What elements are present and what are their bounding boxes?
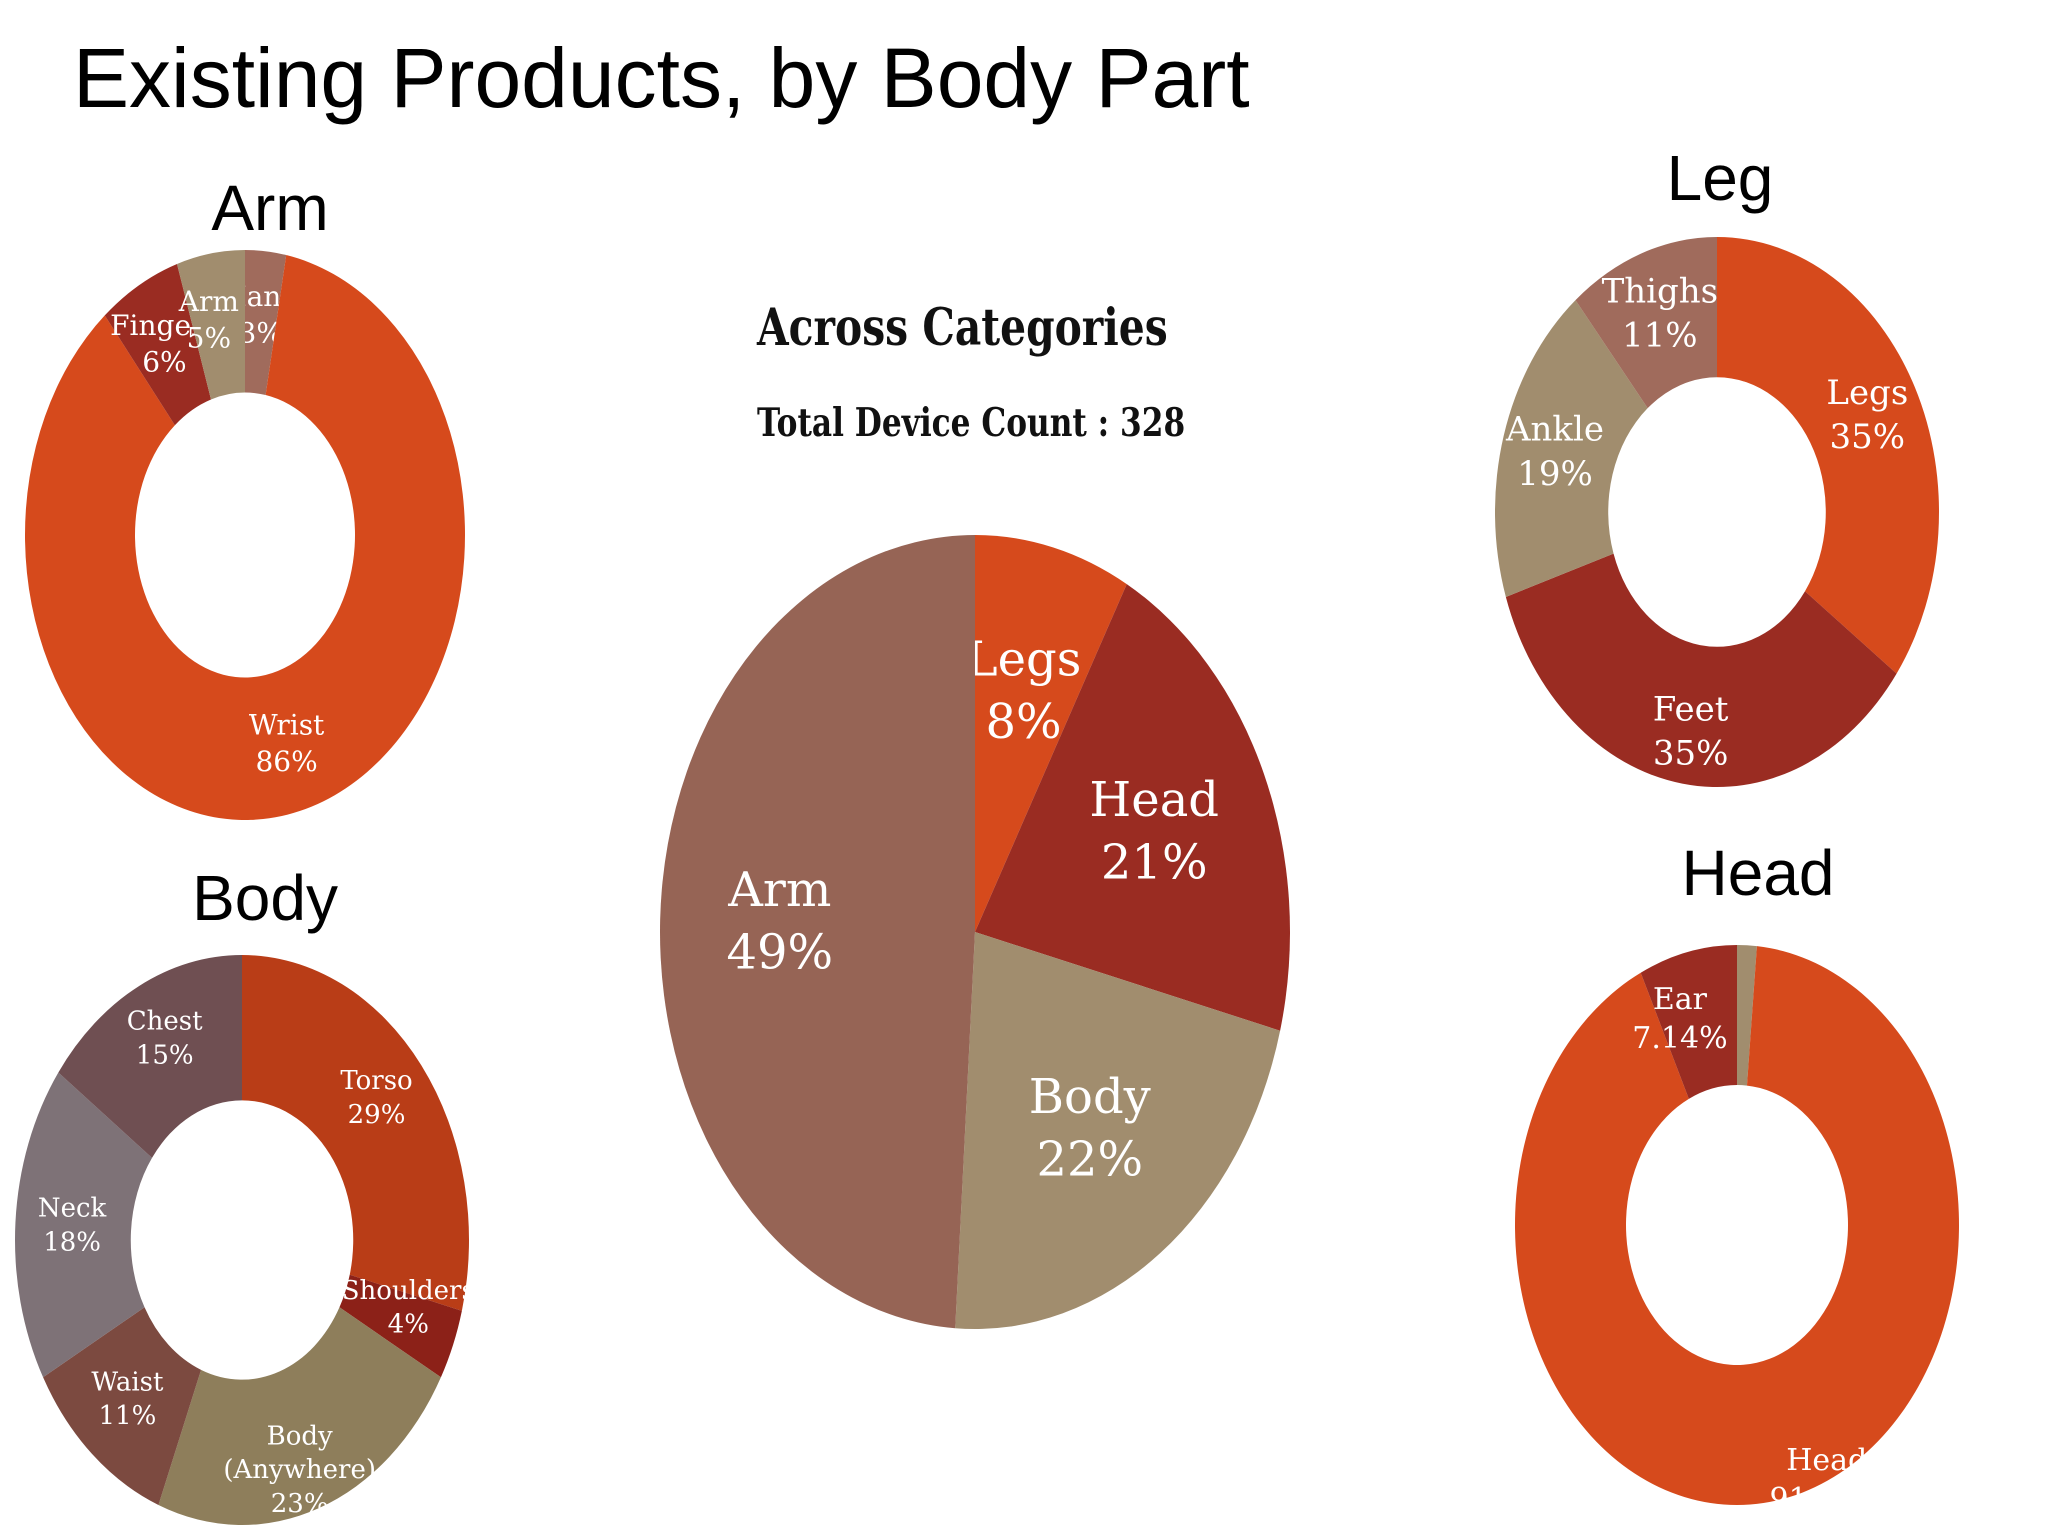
leg-slice-value-thighs: 11% (1622, 315, 1698, 355)
arm-slice-fingers (104, 263, 212, 426)
body-chart-title: Body (192, 862, 338, 934)
arm-slice-hand (245, 250, 287, 396)
arm-donut-chart: Hand 3%Wrist 86%Fingers 6%Arm 5% (25, 250, 465, 820)
body-slice-chest (58, 955, 242, 1158)
body-slice-neck (14, 1072, 153, 1378)
leg-slice-feet (1505, 553, 1897, 788)
arm-slice-arm (177, 250, 245, 400)
leg-slice-value-ankle: 19% (1517, 454, 1593, 494)
arm-slice-value-wrist: 86% (255, 744, 317, 777)
across-slice-value-legs: 8% (985, 693, 1061, 749)
leg-slice-ankle (1495, 300, 1648, 597)
body-slice-value-torso: 29% (348, 1100, 406, 1130)
body-slice-label-chest: Chest 15% (127, 1007, 203, 1071)
body-slice-waist (43, 1307, 202, 1505)
body-slice-value-chest: 15% (136, 1040, 194, 1070)
leg-slice-label-ankle: Ankle 19% (1505, 410, 1604, 494)
arm-chart-title: Arm (211, 172, 329, 244)
leg-slice-legs (1717, 237, 1939, 674)
across-slice-arm (660, 535, 975, 1329)
across-chart-title: Across Categories (757, 298, 1168, 358)
head-slice-eyes (1737, 945, 1757, 1086)
across-slice-value-arm: 49% (726, 924, 833, 980)
leg-chart-title: Leg (1666, 142, 1774, 214)
leg-slice-label-feet: Feet 35% (1653, 689, 1729, 773)
arm-slice-value-fingers: 6% (142, 345, 186, 378)
leg-slice-thighs (1575, 237, 1717, 409)
arm-slice-value-arm: 5% (187, 321, 231, 354)
across-slice-value-body: 22% (1036, 1131, 1143, 1187)
head-chart-title: Head (1681, 837, 1835, 909)
total-device-count: Total Device Count : 328 (757, 400, 1186, 446)
head-slice-value-head: 91.43% (1770, 1482, 1884, 1517)
arm-slice-label-wrist: Wrist 86% (249, 708, 325, 777)
body-slice-shoulders (339, 1274, 462, 1378)
head-slice-head (1515, 946, 1959, 1505)
body-slice-label-body-anywhere: Body (Anywhere) 23% (223, 1421, 376, 1519)
body-slice-body-anywhere (158, 1307, 441, 1525)
body-donut-chart: Torso 29% Shoulders 4% Body (Anywhere) 23% Wais… (14, 955, 475, 1525)
body-slice-label-neck: Neck 18% (38, 1194, 107, 1258)
leg-donut-chart: Legs 35% Feet 35% Ankle 19% Thighs 11% (1495, 237, 1939, 788)
body-slice-label-torso: Torso 29% (340, 1066, 412, 1130)
head-slice-ear (1640, 945, 1737, 1099)
across-slice-head (975, 584, 1290, 1031)
leg-slice-value-legs: 35% (1830, 417, 1906, 457)
body-slice-value-neck: 18% (43, 1227, 101, 1257)
body-slice-value-waist: 11% (99, 1401, 157, 1431)
across-slice-value-head: 21% (1101, 834, 1208, 890)
head-slice-label-ear: Ear 7.14% (1632, 982, 1727, 1056)
head-slice-value-ear: 7.14% (1632, 1021, 1727, 1056)
slide-title: Existing Products, by Body Part (73, 31, 1250, 125)
body-slice-value-shoulders: 4% (388, 1310, 429, 1340)
body-slice-value-body-anywhere: 23% (271, 1489, 329, 1519)
across-slice-label-head: Head 21% (1089, 772, 1219, 890)
body-slice-label-waist: Waist 11% (91, 1367, 164, 1431)
arm-slice-label-arm: Arm 5% (178, 284, 239, 353)
across-slice-label-body: Body 22% (1029, 1068, 1151, 1186)
leg-slice-label-legs: Legs 35% (1826, 373, 1908, 457)
arm-slice-wrist (25, 255, 465, 820)
across-slice-legs (975, 535, 1127, 932)
across-slice-label-legs: Legs 8% (966, 631, 1082, 749)
leg-slice-value-feet: 35% (1653, 734, 1729, 774)
across-categories-pie-chart: Legs 8%Head 21% Body 22% Arm 49% (660, 535, 1290, 1329)
body-slice-torso (242, 955, 469, 1311)
leg-slice-label-thighs: Thighs 11% (1602, 271, 1719, 355)
across-slice-label-arm: Arm 49% (726, 862, 833, 980)
body-slice-label-shoulders: Shoulders 4% (342, 1276, 475, 1340)
across-slice-body (955, 932, 1281, 1329)
head-slice-label-head: Head 91.43% (1770, 1443, 1884, 1517)
